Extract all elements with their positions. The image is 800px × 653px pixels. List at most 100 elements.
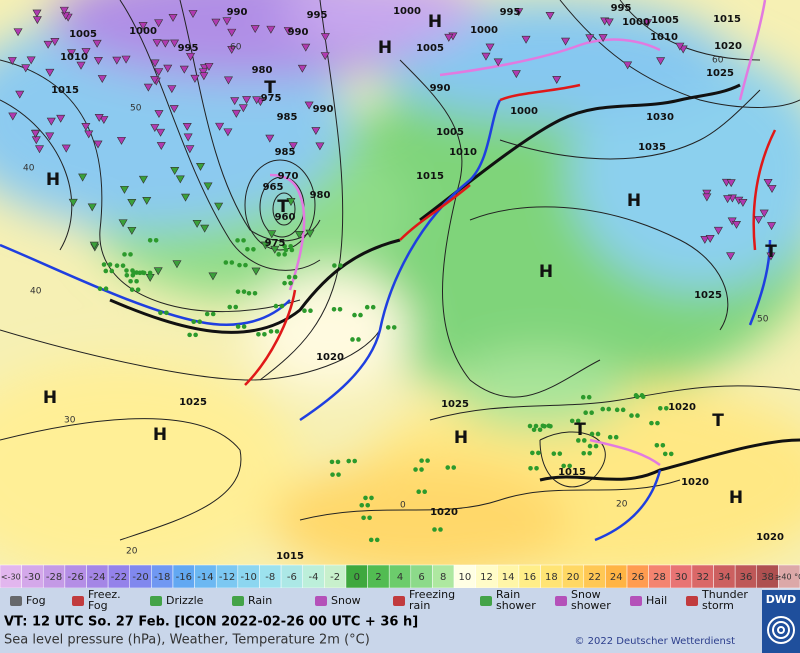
- snow-symbol: [767, 222, 777, 231]
- rain-symbol: [587, 443, 593, 449]
- latitude-label: 40: [23, 164, 35, 174]
- snow-symbol: [444, 33, 454, 42]
- rain-symbol: [581, 450, 586, 456]
- snow-symbol: [265, 134, 275, 143]
- rain-symbol: [583, 410, 588, 416]
- rain-symbol: [268, 329, 274, 334]
- scale-label: 36: [740, 572, 753, 583]
- rain-symbol: [416, 489, 422, 495]
- snow-symbol: [297, 64, 307, 73]
- rain-symbol: [241, 324, 247, 329]
- pressure-label: 990: [313, 104, 334, 115]
- snow-symbol: [301, 43, 311, 52]
- rain-symbol: [613, 434, 619, 440]
- snow-symbol: [731, 220, 742, 229]
- rain-symbol: [358, 312, 363, 318]
- rain-symbol: [223, 260, 229, 265]
- rain-symbol: [135, 287, 141, 292]
- rain-symbol: [533, 423, 539, 429]
- snow-symbol: [251, 267, 261, 276]
- snow-symbol: [168, 13, 178, 22]
- pressure-label: 995: [307, 10, 328, 21]
- pressure-label: 990: [227, 7, 248, 18]
- snow-symbol: [700, 236, 710, 244]
- scale-label: -26: [68, 572, 84, 583]
- pressure-label: 1005: [651, 15, 679, 26]
- pressure-label: 1005: [69, 29, 97, 40]
- snow-symbol: [250, 25, 260, 34]
- rain-symbol: [607, 434, 613, 440]
- pressure-label: 1025: [179, 397, 207, 408]
- rain-symbol: [308, 308, 313, 314]
- rain-symbol: [335, 459, 341, 465]
- rain-symbol: [256, 332, 261, 337]
- rain-symbol: [329, 459, 335, 465]
- rain-symbol: [589, 431, 595, 437]
- rain-symbol: [614, 407, 620, 413]
- rain-symbol: [288, 280, 293, 286]
- rain-symbol: [531, 427, 537, 433]
- legend-icon: [10, 596, 22, 606]
- snow-symbol: [167, 85, 177, 94]
- rain-symbol: [606, 406, 612, 412]
- snow-symbol: [267, 230, 277, 239]
- snow-symbol: [230, 97, 240, 106]
- snow-symbol: [89, 241, 99, 250]
- legend-label: storm: [702, 599, 734, 612]
- latitude-label: 50: [757, 315, 769, 325]
- rain-symbol: [251, 247, 256, 252]
- rain-symbol: [288, 243, 293, 249]
- snow-symbol: [203, 182, 213, 191]
- scale-label: -6: [287, 572, 297, 583]
- scale-label: 8: [440, 572, 446, 583]
- pressure-system: H: [454, 428, 468, 448]
- snow-symbol: [118, 219, 128, 228]
- pressure-system: H: [539, 262, 553, 282]
- pressure-label: 1015: [713, 14, 741, 25]
- rain-symbol: [367, 515, 372, 521]
- rain-symbol: [419, 458, 424, 463]
- rain-symbol: [540, 423, 546, 429]
- rain-symbol: [128, 278, 133, 284]
- pressure-label: 1000: [622, 17, 650, 28]
- snow-symbol: [81, 122, 91, 131]
- snow-symbol: [552, 76, 562, 84]
- rain-symbol: [114, 263, 120, 268]
- snow-symbol: [68, 198, 78, 207]
- rain-symbol: [537, 427, 543, 433]
- snow-symbol: [208, 272, 218, 281]
- scale-label: -8: [265, 572, 275, 583]
- snow-symbol: [759, 209, 769, 218]
- rain-symbol: [129, 287, 135, 292]
- pressure-label: 960: [275, 212, 296, 223]
- latitude-label: 0: [400, 501, 406, 511]
- snow-symbol: [186, 52, 196, 61]
- pressure-system: H: [627, 191, 641, 211]
- scale-label: -16: [176, 572, 192, 583]
- temperature-field: [0, 0, 800, 565]
- snow-symbol: [170, 167, 180, 175]
- legend-icon: [150, 596, 162, 606]
- snow-symbol: [150, 76, 160, 85]
- scale-label: -18: [154, 572, 170, 583]
- legend-label: Freezing: [409, 588, 455, 601]
- legend-icon: [555, 596, 567, 606]
- legend-label: Freez.: [88, 588, 121, 601]
- rain-symbol: [640, 394, 646, 399]
- rain-symbol: [593, 443, 599, 449]
- snow-symbol: [56, 114, 66, 123]
- rain-symbol: [551, 451, 557, 456]
- snow-symbol: [198, 68, 208, 77]
- scale-label: 6: [418, 572, 424, 583]
- pressure-label: 1000: [470, 25, 498, 36]
- snow-symbol: [726, 179, 736, 188]
- snow-symbol: [702, 193, 712, 202]
- pressure-label: 1010: [60, 52, 88, 63]
- legend-label: rain: [409, 599, 430, 612]
- snow-symbol: [604, 18, 614, 27]
- pressure-label: 1020: [756, 532, 784, 543]
- rain-symbol: [282, 252, 287, 257]
- latitude-label: 20: [616, 500, 628, 510]
- snow-symbol: [152, 39, 162, 48]
